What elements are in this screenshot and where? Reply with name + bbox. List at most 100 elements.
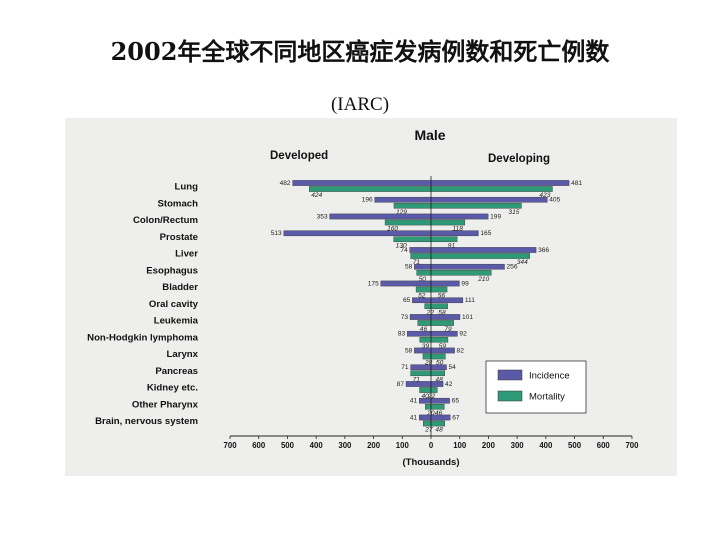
bar-developing-incidence: [430, 213, 489, 220]
value-label-developed-mortality: 71: [413, 259, 421, 266]
value-label-developed-mortality: 28: [424, 360, 433, 367]
category-label: Non-Hodgkin lymphoma: [87, 332, 199, 343]
value-label-developed-incidence: 74: [400, 247, 408, 254]
value-label-developing-mortality: 344: [517, 259, 528, 266]
value-label-developed-incidence: 41: [410, 398, 418, 405]
bar-developing-mortality: [430, 219, 466, 226]
value-label-developing-mortality: 58: [438, 309, 446, 316]
bar-developed-incidence: [283, 230, 432, 237]
x-tick-label: 100: [453, 441, 467, 450]
category-label: Lung: [175, 182, 199, 193]
x-tick-label: 500: [568, 441, 582, 450]
value-label-developing-incidence: 165: [480, 230, 491, 237]
bar-developed-mortality: [410, 370, 432, 377]
bar-developing-mortality: [430, 403, 445, 410]
value-label-developing-incidence: 99: [461, 280, 469, 287]
bar-developing-incidence: [430, 263, 505, 270]
value-label-developing-mortality: 91: [448, 242, 456, 249]
bar-developing-mortality: [430, 370, 445, 377]
bar-developed-mortality: [410, 253, 432, 259]
x-tick-label: 300: [511, 441, 525, 450]
category-label: Colon/Rectum: [133, 215, 198, 226]
value-label-developing-mortality: 48: [435, 376, 443, 383]
category-label: Larynx: [167, 349, 199, 360]
value-label-developed-incidence: 175: [368, 280, 379, 287]
bar-developing-incidence: [430, 180, 570, 186]
x-tick-label: 600: [597, 441, 611, 450]
bar-developed-mortality: [416, 269, 432, 276]
category-label: Stomach: [157, 198, 198, 209]
value-label-developed-incidence: 73: [401, 314, 409, 321]
value-label-developing-incidence: 82: [457, 347, 465, 354]
value-label-developed-incidence: 71: [401, 364, 409, 371]
legend-label: Incidence: [529, 371, 570, 382]
legend-box: [485, 360, 587, 414]
x-tick-label: 500: [281, 441, 295, 450]
value-label-developed-mortality: 52: [418, 293, 426, 300]
bar-developed-mortality: [309, 186, 432, 192]
value-label-developing-incidence: 54: [449, 364, 457, 371]
value-label-developing-incidence: 42: [445, 381, 453, 388]
value-label-developed-mortality: 71: [413, 376, 421, 383]
bar-developed-incidence: [409, 247, 432, 253]
bar-developing-incidence: [430, 397, 450, 404]
x-tick-label: 300: [338, 441, 352, 450]
chart-image: Male Developed Developing Lung 482 424 481 4…: [65, 118, 677, 476]
bar-developing-mortality: [430, 420, 445, 427]
category-label: Prostate: [160, 232, 198, 243]
bar-developing-incidence: [430, 196, 548, 203]
bar-developed-mortality: [419, 387, 432, 393]
bar-developing-mortality: [430, 269, 492, 276]
value-label-developing-incidence: 65: [452, 398, 460, 405]
value-label-developing-mortality: 79: [444, 326, 452, 333]
value-label-developed-incidence: 196: [362, 197, 373, 204]
category-label: Oral cavity: [149, 299, 199, 310]
value-label-developed-mortality: 20: [426, 410, 435, 417]
value-label-developing-mortality: 59: [439, 343, 447, 350]
bar-developing-incidence: [430, 230, 479, 237]
value-label-developed-incidence: 482: [280, 180, 291, 187]
bar-developed-incidence: [380, 280, 432, 287]
bar-developing-incidence: [430, 280, 460, 287]
value-label-developing-incidence: 111: [465, 297, 475, 304]
category-label: Esophagus: [146, 265, 198, 276]
value-label-developed-mortality: 160: [387, 226, 398, 233]
x-tick-label: 400: [310, 441, 324, 450]
bar-developed-incidence: [410, 364, 432, 371]
value-label-developed-incidence: 83: [398, 331, 406, 338]
bar-developed-mortality: [417, 320, 432, 326]
bar-developed-incidence: [419, 397, 432, 404]
value-label-developed-incidence: 58: [405, 264, 413, 271]
bar-developed-mortality: [393, 236, 432, 243]
bar-developed-incidence: [292, 180, 432, 186]
value-label-developed-incidence: 41: [410, 414, 418, 421]
value-label-developed-mortality: 46: [420, 326, 428, 333]
bar-developing-mortality: [430, 253, 530, 259]
value-label-developed-mortality: 22: [426, 309, 435, 316]
value-label-developed-mortality: 130: [396, 242, 407, 249]
bar-developed-mortality: [422, 353, 432, 360]
legend-swatch: [497, 369, 523, 381]
value-label-developing-incidence: 366: [538, 247, 549, 254]
value-label-developed-mortality: 424: [311, 192, 322, 199]
bar-developed-mortality: [415, 286, 432, 293]
value-label-developing-incidence: 101: [462, 314, 473, 321]
value-label-developing-incidence: 67: [452, 414, 460, 421]
value-label-developing-incidence: 199: [490, 213, 501, 220]
bar-developing-incidence: [430, 347, 455, 354]
value-label-developing-mortality: 56: [438, 293, 446, 300]
bar-developed-mortality: [424, 303, 432, 310]
bar-developed-incidence: [409, 314, 432, 320]
bar-developing-mortality: [430, 387, 438, 393]
bar-developing-mortality: [430, 303, 448, 310]
bar-developed-mortality: [423, 420, 432, 427]
value-label-developed-mortality: 39: [422, 343, 430, 350]
cancer-bar-chart: Male Developed Developing Lung 482 424 481 4…: [87, 127, 639, 468]
value-label-developing-incidence: 92: [459, 331, 467, 338]
category-label: Kidney etc.: [147, 383, 198, 394]
bar-developing-incidence: [430, 314, 461, 320]
value-label-developed-incidence: 513: [271, 230, 282, 237]
bar-developing-mortality: [430, 202, 522, 209]
bar-developed-incidence: [406, 330, 432, 337]
value-label-developing-incidence: 481: [571, 180, 582, 187]
